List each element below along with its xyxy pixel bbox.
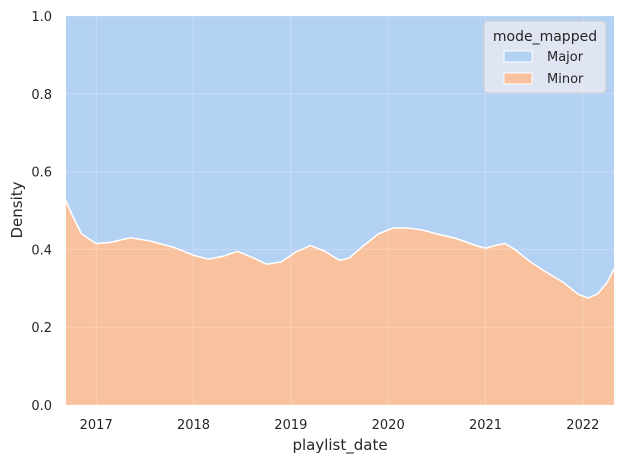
- stacked-areas: [65, 15, 615, 406]
- y-tick-label: 1.0: [31, 10, 52, 25]
- legend-swatch-major: [503, 50, 533, 63]
- legend-title: mode_mapped: [493, 29, 597, 45]
- y-tick-label: 0.0: [31, 399, 52, 414]
- y-axis-label: Density: [8, 181, 26, 238]
- y-tick-label: 0.2: [31, 321, 52, 336]
- y-tick-label: 0.4: [31, 243, 52, 258]
- area-major: [66, 16, 614, 299]
- legend-label-major: Major: [547, 50, 584, 65]
- x-axis: 2017 2018 2019 2020 2021 2022: [80, 418, 600, 433]
- x-tick-label: 2022: [566, 418, 599, 433]
- x-axis-label: playlist_date: [292, 436, 387, 455]
- x-tick-label: 2020: [372, 418, 405, 433]
- legend: mode_mapped Major Minor: [483, 20, 607, 94]
- y-tick-label: 0.8: [31, 88, 52, 103]
- y-tick-label: 0.6: [31, 166, 52, 181]
- x-tick-label: 2021: [469, 418, 502, 433]
- series-boundary-line: [65, 200, 615, 299]
- legend-swatch-minor: [503, 72, 533, 85]
- legend-label-minor: Minor: [547, 72, 584, 87]
- x-tick-label: 2018: [177, 418, 210, 433]
- area-minor: [66, 200, 614, 405]
- x-tick-label: 2019: [274, 418, 307, 433]
- y-axis: 0.0 0.2 0.4 0.6 0.8 1.0: [31, 10, 52, 414]
- x-tick-label: 2017: [80, 418, 113, 433]
